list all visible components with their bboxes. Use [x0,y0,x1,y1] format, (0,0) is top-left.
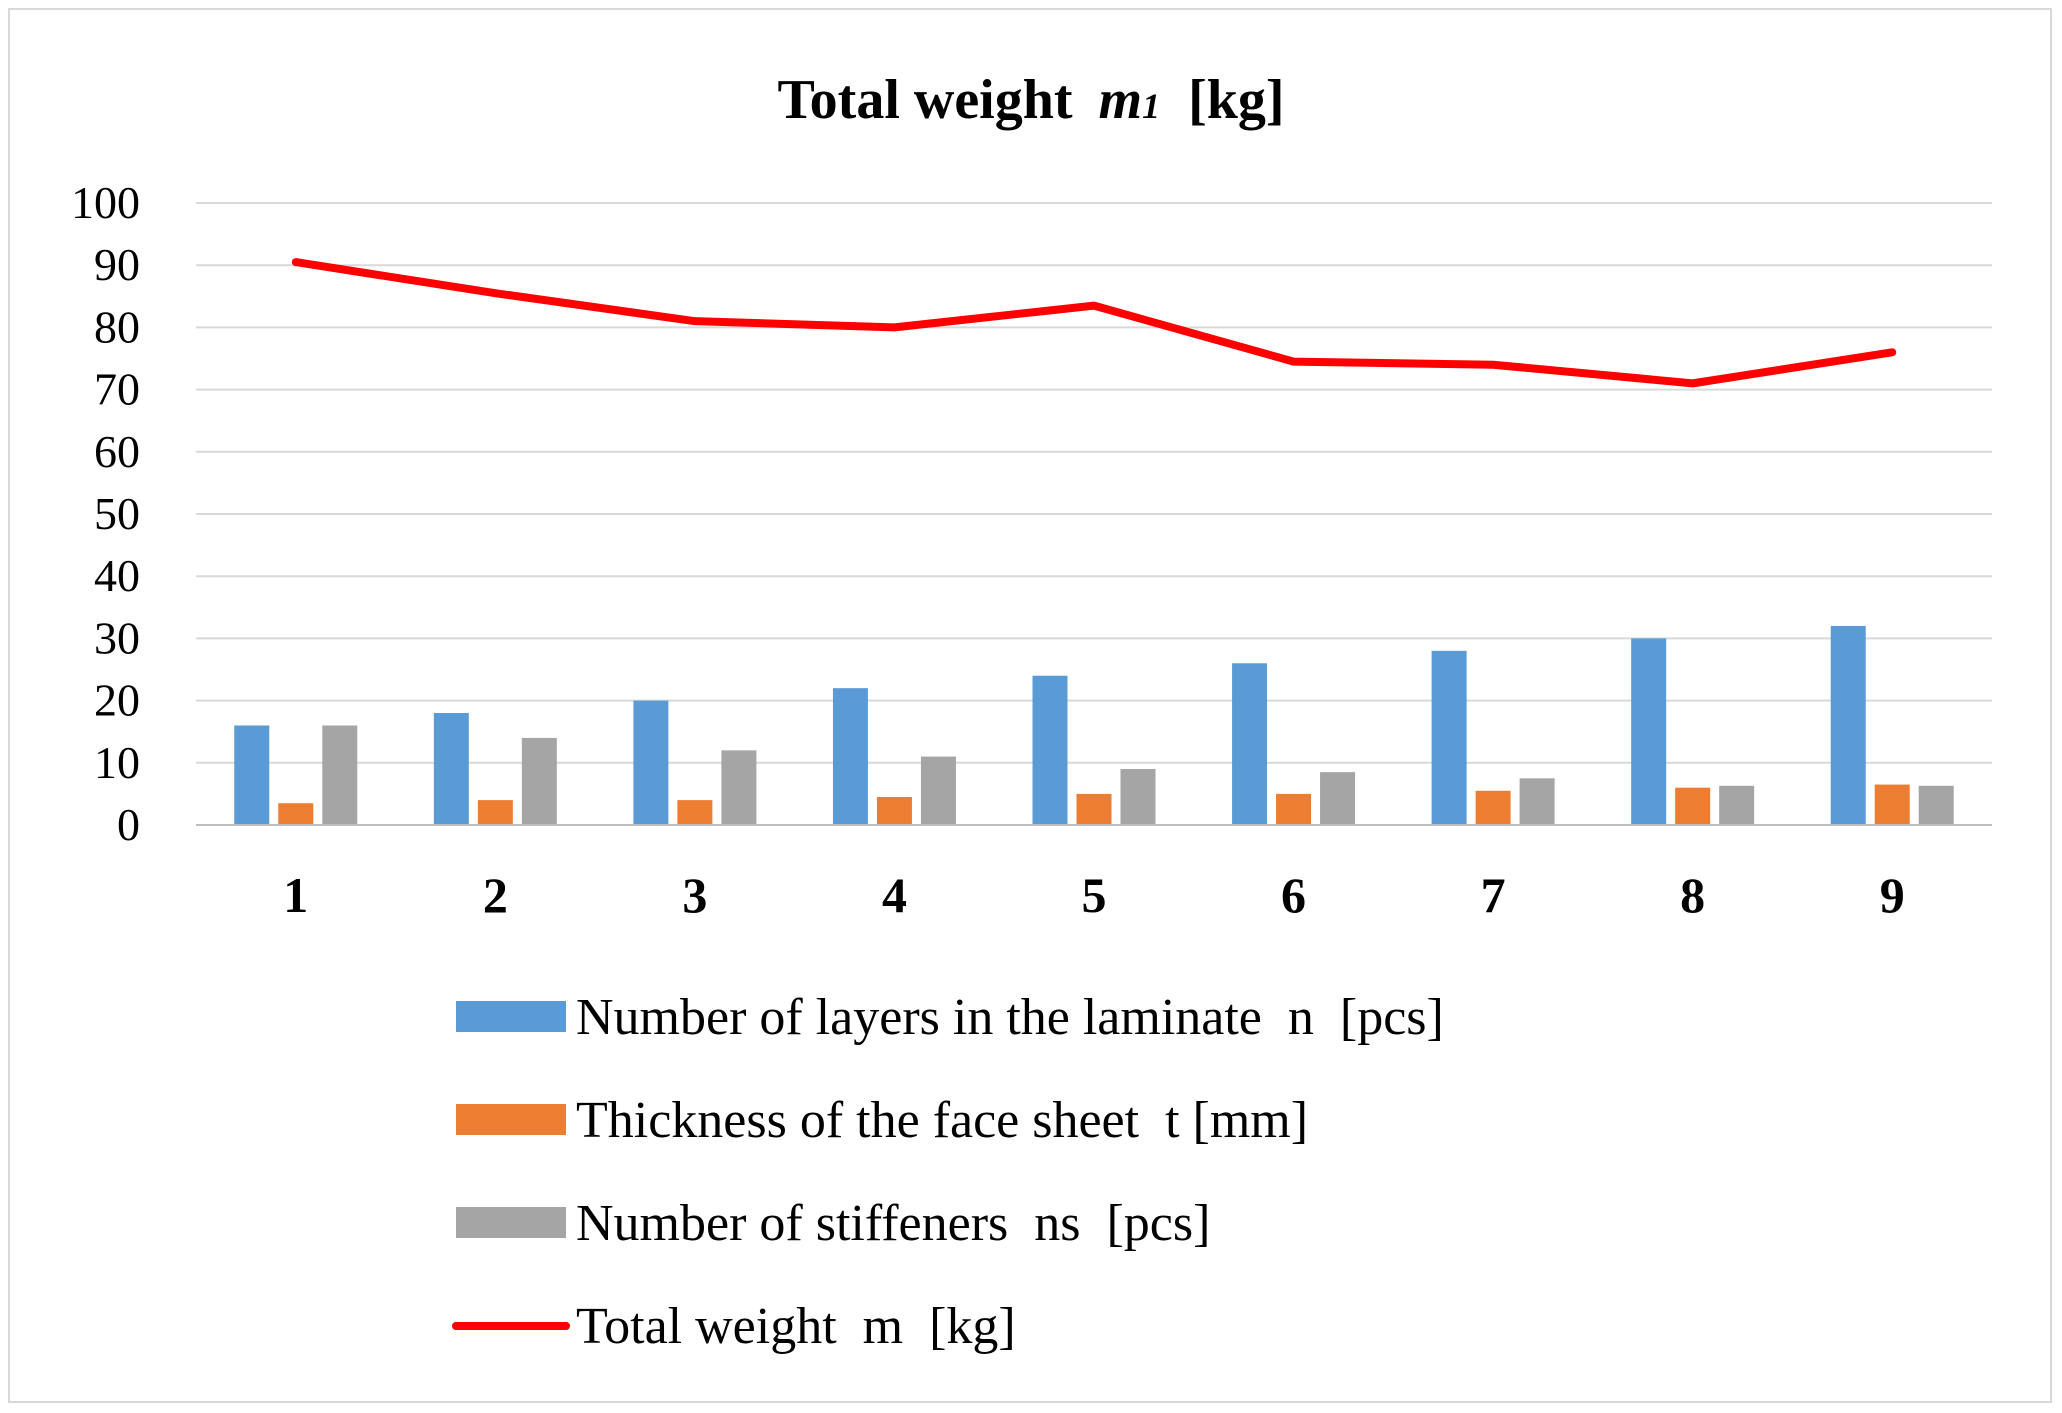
chart-frame [8,8,2052,1403]
x-tick-label: 2 [483,867,508,923]
grid-lines [196,202,1992,764]
x-tick-label: 5 [1082,867,1107,923]
bar [234,725,270,825]
total-weight-line [291,258,1897,388]
bar [1874,784,1910,825]
y-tick-label: 0 [117,799,140,850]
y-tick-label: 100 [71,177,140,228]
chart-title-symbol: m [1099,69,1143,131]
x-tick-label: 1 [283,867,308,923]
bar [1232,663,1268,825]
x-axis-ticks: 1 2 3 4 5 6 7 8 9 [283,867,1904,923]
bar [920,756,956,825]
x-tick-label: 6 [1281,867,1306,923]
bar [633,700,669,825]
bar [278,803,314,825]
bar [1431,650,1467,825]
legend-swatch [456,1104,566,1135]
y-tick-label: 60 [94,426,140,477]
bar [1320,772,1356,825]
bar [832,688,868,825]
legend-swatch [456,1207,566,1238]
chart-title-unit: [kg] [1188,69,1284,131]
x-tick-label: 3 [682,867,707,923]
legend-label: Number of layers in the laminate n [pcs] [576,989,1444,1046]
chart-title-main: Total weight [777,69,1072,131]
x-tick-label: 4 [882,867,907,923]
bar [876,797,912,825]
bar [1076,793,1112,825]
chart-title-subscript: 1 [1142,86,1160,126]
bar [721,750,757,825]
x-tick-label: 8 [1680,867,1705,923]
bar [1631,638,1667,825]
bar [433,713,469,825]
legend-swatch [456,1001,566,1032]
bar [1719,785,1755,825]
legend-label: Thickness of the face sheet t [mm] [576,1092,1308,1149]
bar [1675,787,1711,825]
x-tick-label: 7 [1481,867,1506,923]
legend: Number of layers in the laminate n [pcs]… [452,989,1444,1355]
bar [521,737,557,825]
y-tick-label: 30 [94,612,140,663]
legend-label: Number of stiffeners ns [pcs] [576,1195,1210,1252]
bar [1276,793,1312,825]
legend-label: Total weight m [kg] [576,1298,1016,1355]
bar [477,800,513,825]
bar [1120,769,1156,825]
x-tick-label: 9 [1880,867,1905,923]
bar [1918,785,1954,825]
y-tick-label: 40 [94,550,140,601]
y-axis-ticks: 0 10 20 30 40 50 60 70 80 90 100 [71,177,140,850]
y-tick-label: 80 [94,301,140,352]
bars [234,625,1954,825]
bar [1830,625,1866,825]
y-tick-label: 20 [94,675,140,726]
bar [677,800,713,825]
bar [1475,790,1511,825]
bar [322,725,358,825]
chart-title: Total weight m1 [kg] [777,69,1284,131]
bar [1032,675,1068,825]
y-tick-label: 70 [94,364,140,415]
bar [1519,778,1555,825]
y-tick-label: 90 [94,239,140,290]
y-tick-label: 50 [94,488,140,539]
total-weight-line-group [291,258,1897,388]
y-tick-label: 10 [94,737,140,788]
